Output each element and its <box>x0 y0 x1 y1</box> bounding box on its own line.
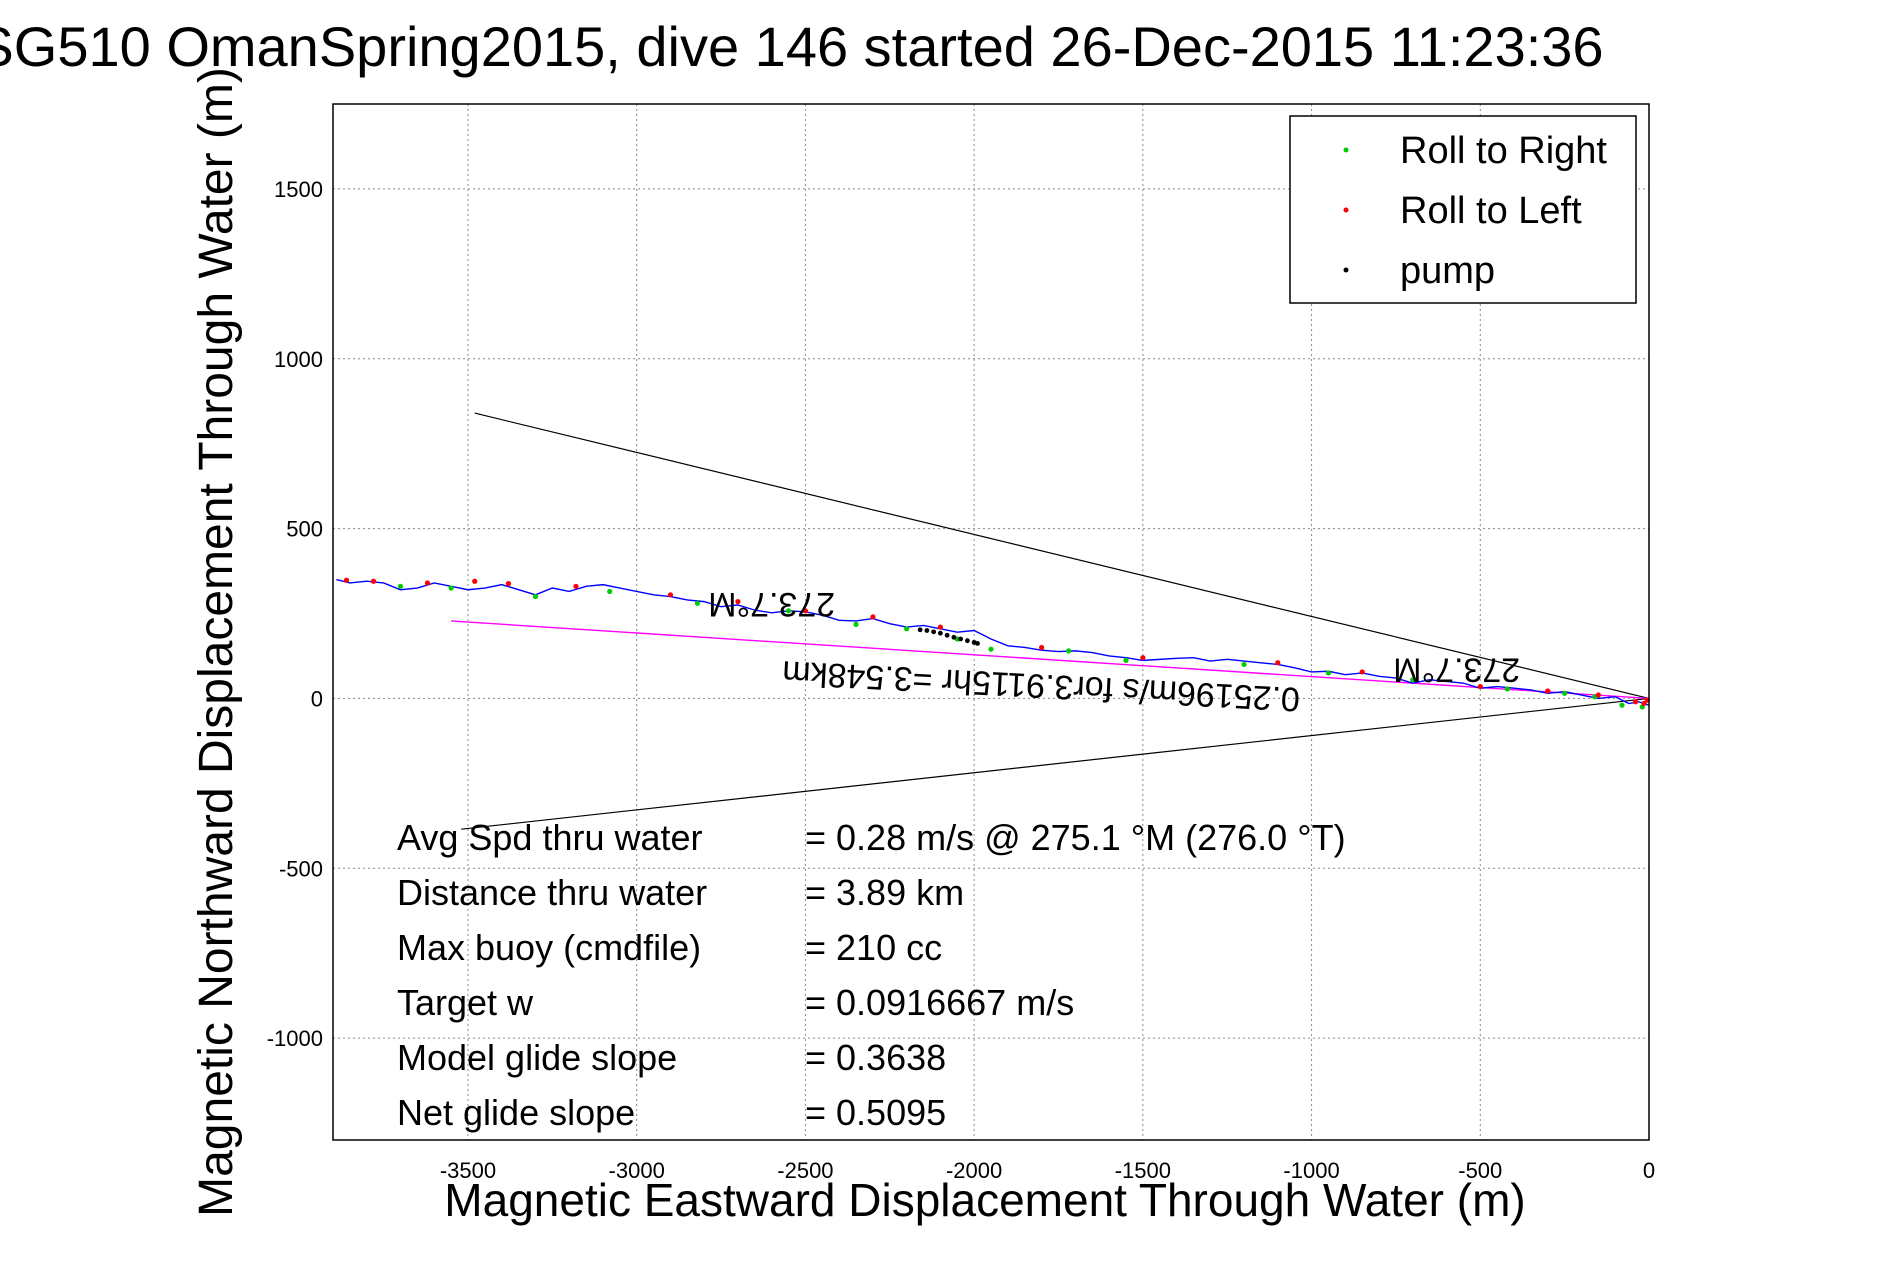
pump-point <box>964 638 970 644</box>
legend-label: Roll to Left <box>1400 190 1582 232</box>
roll-left-point <box>1477 683 1483 690</box>
x-tick-label: -3500 <box>440 1158 496 1183</box>
roll-right-point <box>1066 648 1072 654</box>
pump-point <box>917 627 923 633</box>
roll-left-point <box>937 624 943 630</box>
stats-block: Avg Spd thru water = 0.28 m/s @ 275.1 °M … <box>397 817 1346 1133</box>
x-axis-label: Magnetic Eastward Displacement Through W… <box>444 1174 1525 1226</box>
roll-right-point <box>1619 702 1625 708</box>
roll-right-point <box>904 626 910 632</box>
roll-right-point <box>1504 686 1510 692</box>
roll-right-point <box>448 585 454 591</box>
roll-left-point <box>870 614 876 620</box>
x-tick-label: -2500 <box>777 1158 833 1183</box>
pump-point <box>958 636 964 642</box>
roll-right-point <box>1562 690 1568 696</box>
y-axis-label: Magnetic Northward Displacement Through … <box>190 67 243 1217</box>
roll-left-point <box>1632 699 1639 705</box>
y-tick-label: -500 <box>279 856 323 881</box>
x-tick-label: -1000 <box>1283 1158 1339 1183</box>
roll-right-point <box>853 621 859 627</box>
pump-point <box>951 634 957 640</box>
stat-value: = 210 cc <box>805 927 942 968</box>
roll-right-point <box>694 600 701 606</box>
track-line <box>336 578 1650 706</box>
roll-left-point <box>343 577 350 583</box>
y-tick-label: 1000 <box>274 347 323 372</box>
x-tick-label: -3000 <box>609 1158 665 1183</box>
pump-point <box>975 640 980 646</box>
plot-frame <box>332 103 1650 1141</box>
roll-left-point <box>424 580 431 586</box>
roll-left-point <box>505 581 512 587</box>
chart-title: SG510 OmanSpring2015, dive 146 started 2… <box>0 15 1604 78</box>
stat-label: Target w <box>397 982 534 1023</box>
legend: Roll to Right Roll to Left pump <box>1289 115 1637 304</box>
roll-right-point <box>1325 670 1332 676</box>
series-layer <box>336 412 1650 830</box>
roll-right-point <box>1410 677 1416 683</box>
x-tick-label: 0 <box>1643 1158 1655 1183</box>
stat-value: = 0.28 m/s @ 275.1 °M (276.0 °T) <box>805 817 1346 858</box>
y-tick-label: 1500 <box>274 177 323 202</box>
y-tick-label: -1000 <box>267 1026 323 1051</box>
legend-marker <box>1343 147 1349 153</box>
roll-right-point <box>785 608 792 614</box>
cone-upper-line <box>474 412 1650 700</box>
roll-right-point <box>532 593 539 600</box>
pump-point <box>937 630 943 636</box>
roll-left-point <box>1275 660 1281 666</box>
x-tick-label: -2000 <box>946 1158 1002 1183</box>
pump-point <box>931 629 937 635</box>
pump-point <box>924 628 930 633</box>
roll-left-point <box>472 578 478 584</box>
roll-right-point <box>607 588 613 595</box>
roll-right-point <box>1241 661 1247 668</box>
cone-lower-line <box>461 697 1650 830</box>
roll-left-point <box>1039 644 1045 651</box>
stat-value: = 0.0916667 m/s <box>805 982 1074 1023</box>
roll-left-point <box>573 583 579 589</box>
x-tick-label: -1500 <box>1115 1158 1171 1183</box>
x-tick-label: -500 <box>1458 1158 1502 1183</box>
roll-left-point <box>1140 655 1146 661</box>
roll-right-point <box>1123 657 1129 663</box>
stat-label: Distance thru water <box>397 872 707 913</box>
roll-left-point <box>1641 700 1647 707</box>
stat-label: Model glide slope <box>397 1037 677 1078</box>
stat-label: Max buoy (cmdfile) <box>397 927 701 968</box>
stat-value: = 0.3638 <box>805 1037 946 1078</box>
roll-left-point <box>370 578 377 584</box>
roll-left-point <box>735 599 741 605</box>
legend-label: pump <box>1400 250 1495 292</box>
roll-left-point <box>1545 688 1551 694</box>
stat-value: = 0.5095 <box>805 1092 946 1133</box>
roll-right-point <box>988 646 994 652</box>
pump-point <box>944 632 950 638</box>
axis-ticks: -3500 -3000 -2500 -2000 -1500 -1000 -500 0 -1000… <box>267 177 1655 1183</box>
legend-marker <box>1343 207 1349 213</box>
roll-right-point <box>397 583 404 589</box>
track-annotation: 273.7°M <box>708 585 835 623</box>
y-tick-label: 500 <box>286 517 323 542</box>
roll-left-point <box>1595 692 1601 698</box>
y-tick-label: 0 <box>311 686 323 711</box>
stat-label: Net glide slope <box>397 1092 635 1133</box>
roll-left-point <box>1359 669 1365 675</box>
roll-left-point <box>667 592 674 598</box>
legend-marker <box>1343 267 1349 273</box>
legend-label: Roll to Right <box>1400 130 1607 172</box>
stat-label: Avg Spd thru water <box>397 817 703 858</box>
stat-value: = 3.89 km <box>805 872 964 913</box>
fit-line <box>451 620 1650 700</box>
roll-left-point <box>802 608 809 614</box>
track-annotation: 273.7°M <box>1393 650 1520 688</box>
